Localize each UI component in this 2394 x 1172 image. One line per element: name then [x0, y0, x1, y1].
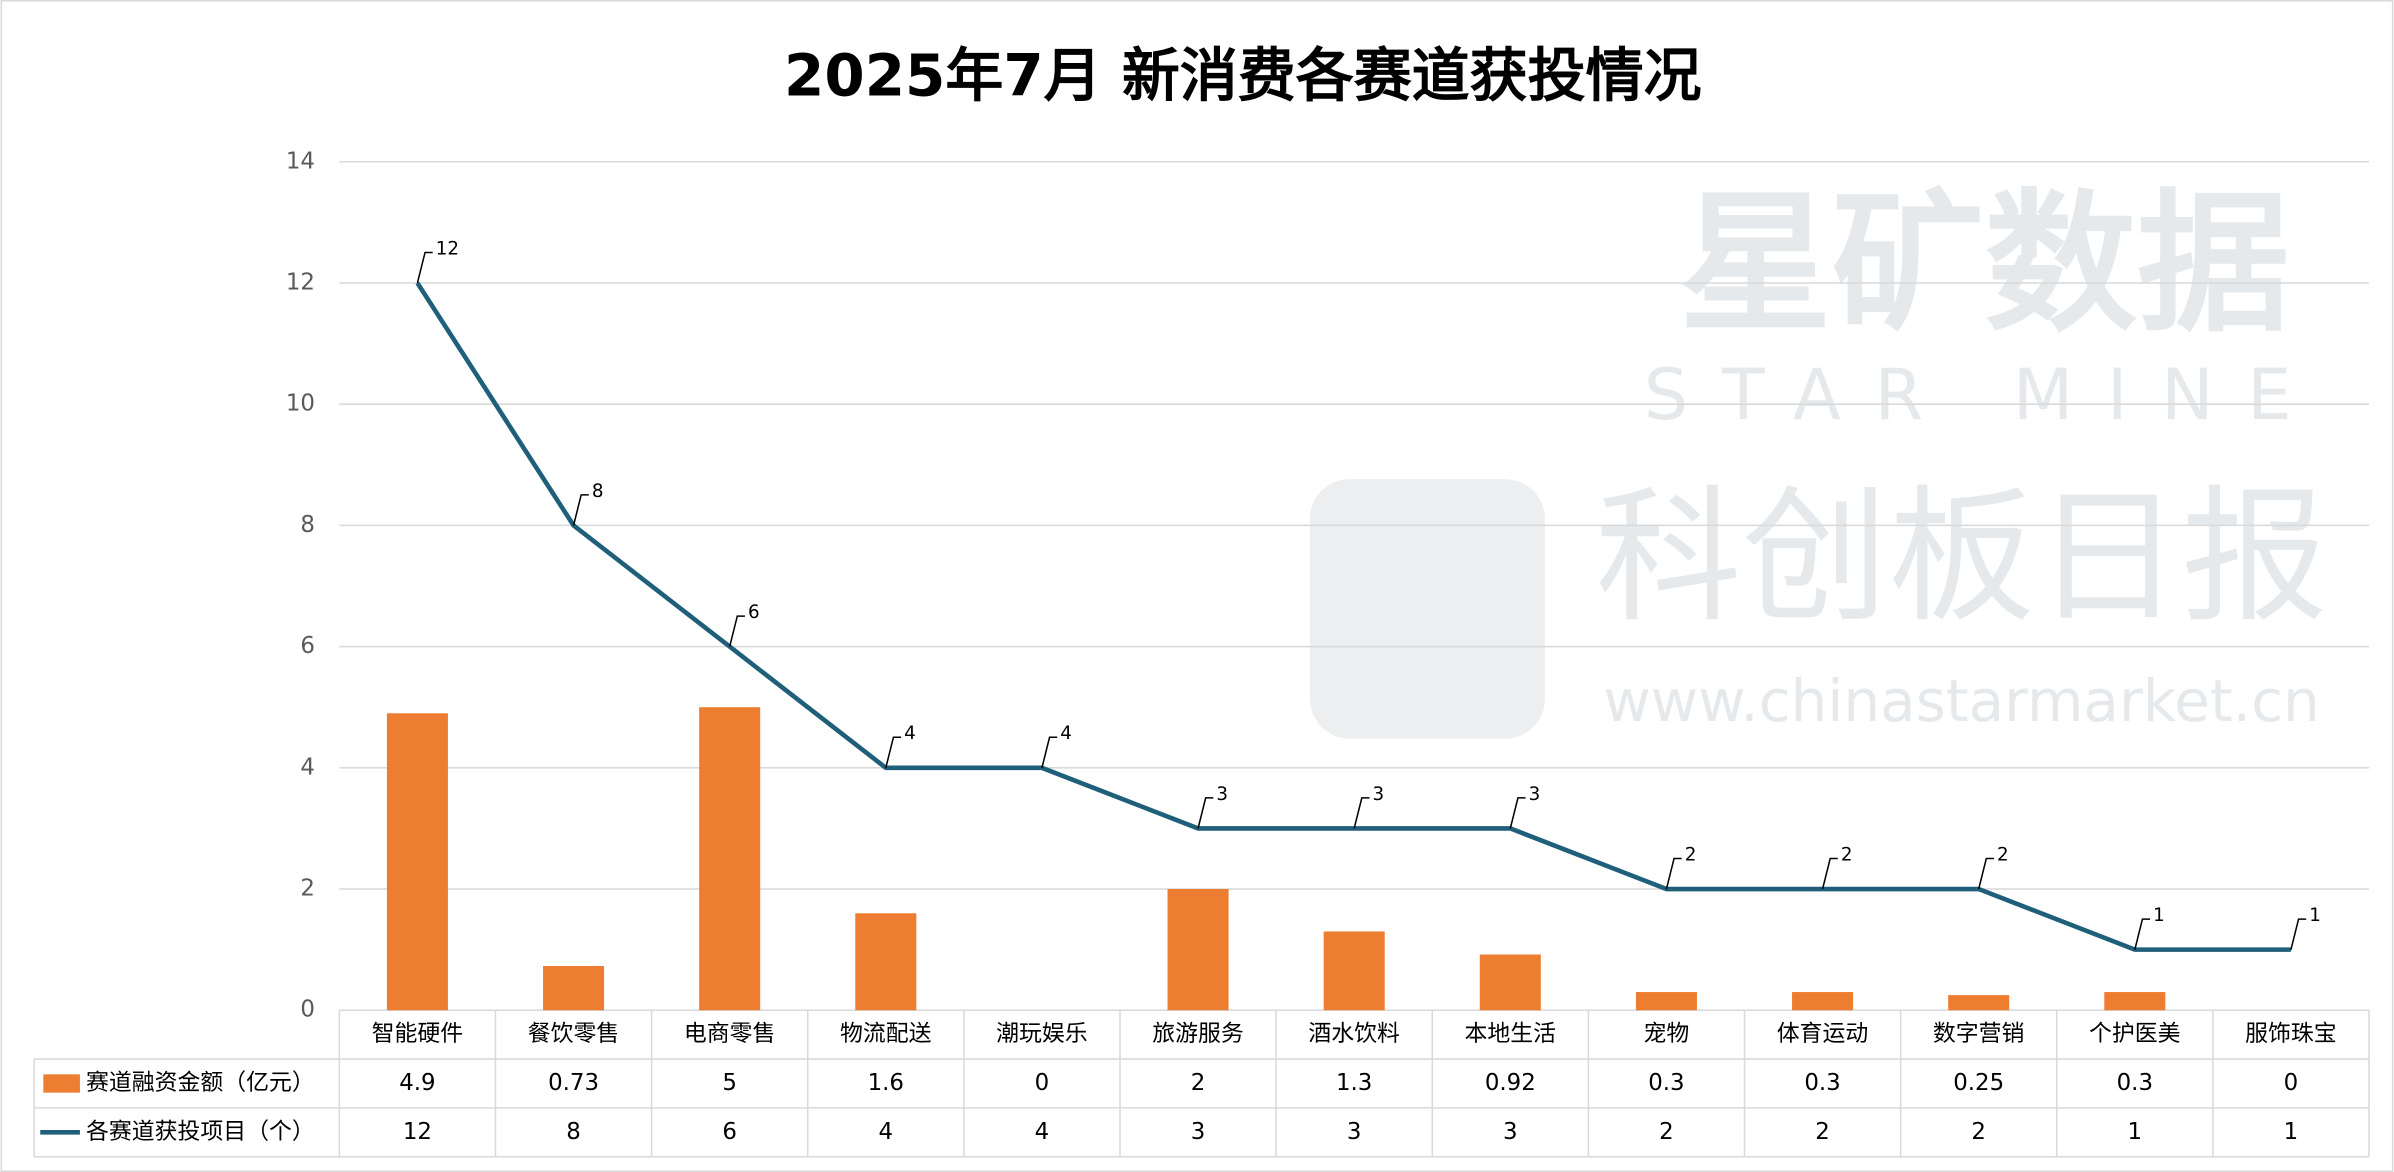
y-tick-label: 10 — [286, 391, 315, 417]
data-label: 3 — [1372, 784, 1384, 805]
x-tick-label: 宠物 — [1644, 1021, 1690, 1047]
table-value: 3 — [1503, 1119, 1518, 1145]
watermark-text: STAR MINE — [1644, 354, 2325, 436]
table-value: 6 — [722, 1119, 737, 1145]
bar — [543, 965, 605, 1011]
label-leader — [2134, 918, 2151, 950]
legend-label: 赛道融资金额（亿元） — [86, 1070, 315, 1096]
x-tick-label: 旅游服务 — [1152, 1021, 1244, 1047]
label-leader — [572, 494, 589, 526]
y-tick-label: 8 — [300, 512, 315, 538]
x-tick-label: 个护医美 — [2089, 1021, 2181, 1047]
data-label: 12 — [436, 238, 459, 259]
bar — [1792, 992, 1854, 1011]
x-tick-label: 体育运动 — [1777, 1021, 1869, 1047]
table-value: 4.9 — [399, 1070, 435, 1096]
x-tick-label: 潮玩娱乐 — [996, 1021, 1088, 1047]
x-tick-label: 电商零售 — [684, 1021, 776, 1047]
watermark: 星矿数据 STAR MINE 科创板日报 www.chinastarmarket… — [1309, 175, 2328, 739]
y-tick-label: 4 — [300, 754, 315, 780]
label-leader — [1041, 736, 1058, 769]
table-value: 0.92 — [1485, 1070, 1536, 1096]
data-label: 8 — [592, 481, 604, 502]
bar — [1948, 995, 2010, 1011]
x-tick-label: 物流配送 — [840, 1021, 932, 1047]
label-leader — [1197, 797, 1214, 829]
bar — [1167, 889, 1229, 1011]
table-value: 3 — [1191, 1119, 1206, 1145]
table-value: 0.73 — [548, 1070, 599, 1096]
y-tick-label: 14 — [286, 148, 315, 174]
table-value: 0.3 — [1804, 1070, 1840, 1096]
table-value: 0 — [1035, 1070, 1050, 1096]
bar — [386, 713, 448, 1011]
x-tick-label: 数字营销 — [1933, 1021, 2025, 1047]
label-leader — [728, 615, 745, 647]
table-value: 4 — [1035, 1119, 1050, 1145]
table-value: 2 — [1815, 1119, 1830, 1145]
y-tick-label: 2 — [300, 876, 315, 902]
y-tick-label: 6 — [300, 633, 315, 659]
table-value: 12 — [403, 1119, 432, 1145]
table-value: 1.3 — [1336, 1070, 1372, 1096]
data-label: 3 — [1529, 784, 1541, 805]
bar — [1479, 954, 1541, 1011]
table-value: 2 — [1971, 1119, 1986, 1145]
table-value: 2 — [1191, 1070, 1206, 1096]
table-value: 8 — [566, 1119, 581, 1145]
table-value: 1.6 — [868, 1070, 904, 1096]
bar — [855, 913, 917, 1011]
bar — [699, 707, 761, 1011]
y-tick-label: 0 — [300, 997, 315, 1023]
data-label: 6 — [748, 602, 760, 623]
legend-key — [43, 1074, 80, 1093]
label-leader — [1509, 797, 1526, 829]
table-value: 0 — [2284, 1070, 2299, 1096]
table-value: 0.25 — [1953, 1070, 2004, 1096]
x-tick-label: 餐饮零售 — [528, 1021, 620, 1047]
table-value: 4 — [879, 1119, 894, 1145]
data-label: 3 — [1216, 784, 1228, 805]
label-leader — [1977, 857, 1994, 890]
label-leader — [416, 251, 433, 284]
y-tick-label: 12 — [286, 269, 315, 295]
label-leader — [1665, 857, 1682, 890]
table-value: 0.3 — [1648, 1070, 1684, 1096]
label-leader — [1353, 797, 1370, 829]
data-label: 4 — [904, 723, 916, 744]
table-value: 2 — [1659, 1119, 1674, 1145]
label-leader — [1821, 857, 1838, 890]
x-tick-label: 酒水饮料 — [1308, 1021, 1400, 1047]
label-leader — [2290, 918, 2307, 950]
table-value: 3 — [1347, 1119, 1362, 1145]
data-label: 1 — [2309, 905, 2321, 926]
watermark-logo — [1309, 479, 1545, 739]
legend-label: 各赛道获投项目（个） — [86, 1119, 315, 1145]
watermark-text: 科创板日报 — [1595, 472, 2328, 643]
watermark-text: www.chinastarmarket.cn — [1603, 667, 2319, 735]
data-label: 2 — [1841, 844, 1853, 865]
data-label: 2 — [1997, 844, 2009, 865]
table-value: 5 — [722, 1070, 737, 1096]
data-label: 4 — [1060, 723, 1072, 744]
table-value: 1 — [2284, 1119, 2299, 1145]
x-tick-label: 服饰珠宝 — [2245, 1021, 2337, 1047]
table-value: 1 — [2128, 1119, 2143, 1145]
data-label: 1 — [2153, 905, 2165, 926]
chart-title: 2025年7月 新消费各赛道获投情况 — [784, 41, 1702, 109]
bar — [1323, 931, 1385, 1011]
x-tick-label: 本地生活 — [1465, 1021, 1557, 1047]
bar — [2104, 992, 2166, 1011]
watermark-text: 星矿数据 — [1679, 175, 2289, 353]
x-tick-label: 智能硬件 — [372, 1021, 464, 1047]
bar — [1635, 992, 1697, 1011]
label-leader — [885, 736, 902, 769]
table-value: 0.3 — [2117, 1070, 2153, 1096]
data-label: 2 — [1685, 844, 1697, 865]
